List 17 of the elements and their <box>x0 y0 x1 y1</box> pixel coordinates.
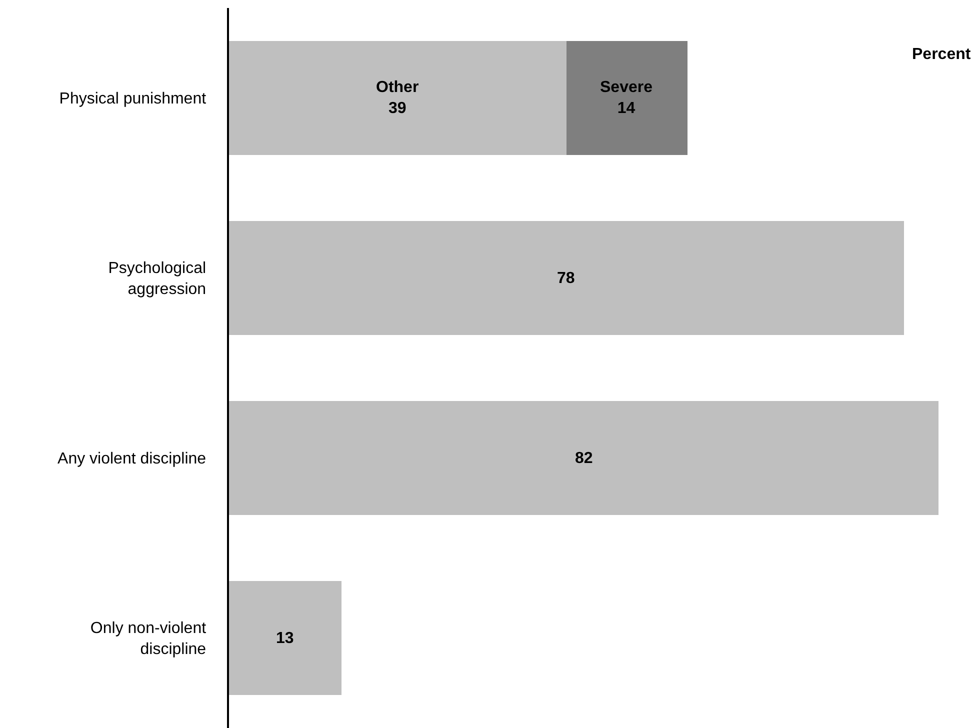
data-label: 13 <box>276 630 294 647</box>
y-tick-label: Only non-violent discipline <box>90 620 207 658</box>
y-tick-label: Psychological aggression <box>108 260 206 298</box>
data-label: 39 <box>388 100 406 117</box>
bar <box>229 40 566 156</box>
y-tick-label: Physical punishment <box>59 90 207 108</box>
series-label: Other <box>376 79 419 96</box>
bar <box>229 580 342 696</box>
data-label: 78 <box>557 270 575 287</box>
series-label: Severe <box>600 79 653 96</box>
y-tick-label: Any violent discipline <box>58 450 206 468</box>
annotation: Percent <box>912 46 972 63</box>
bar <box>229 400 938 516</box>
data-label: 14 <box>617 100 636 117</box>
bar <box>229 220 904 336</box>
bar <box>566 40 688 156</box>
data-label: 82 <box>575 450 593 467</box>
